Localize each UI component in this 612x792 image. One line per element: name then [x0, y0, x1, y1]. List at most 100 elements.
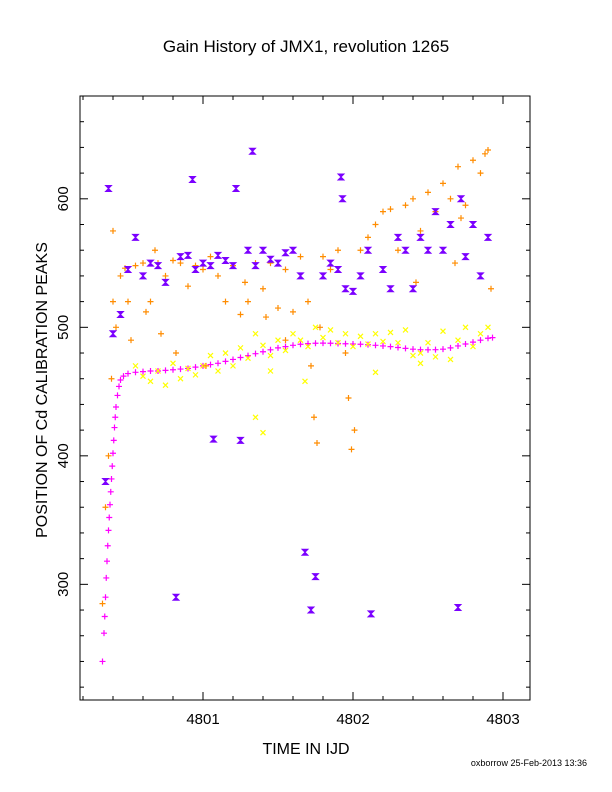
- data-point: [335, 339, 341, 346]
- data-point: [438, 246, 448, 254]
- data-point: [417, 346, 424, 353]
- data-point: [311, 573, 320, 581]
- axis-tick-labels: 4801 4802 4803 300 400 500 600: [55, 186, 520, 728]
- x-tick-label: 4803: [486, 711, 519, 728]
- data-point: [248, 147, 257, 155]
- data-point: [258, 246, 268, 254]
- data-point: [155, 368, 161, 374]
- data-point: [482, 150, 488, 157]
- data-point: [117, 272, 124, 279]
- data-point: [447, 195, 454, 202]
- data-point: [120, 373, 127, 380]
- data-point: [306, 606, 316, 614]
- data-point: [333, 265, 343, 273]
- data-point: [104, 185, 113, 193]
- data-point: [104, 558, 110, 565]
- data-point: [108, 330, 118, 338]
- data-points: [99, 146, 496, 665]
- data-point: [290, 342, 296, 349]
- data-point: [401, 246, 410, 254]
- data-point: [395, 339, 401, 346]
- data-point: [192, 364, 199, 371]
- data-point: [237, 311, 244, 318]
- data-point: [431, 208, 440, 216]
- data-point: [103, 574, 110, 581]
- data-point: [109, 463, 116, 470]
- data-point: [410, 346, 416, 353]
- data-point: [363, 246, 373, 254]
- data-point: [357, 341, 364, 348]
- data-point: [101, 630, 107, 637]
- data-point: [348, 446, 355, 453]
- data-point: [245, 298, 251, 305]
- data-point: [131, 233, 140, 241]
- data-point: [108, 375, 115, 382]
- data-point: [380, 342, 386, 349]
- data-point: [171, 593, 181, 601]
- data-point: [177, 260, 184, 267]
- data-point: [176, 253, 185, 261]
- data-point: [477, 170, 484, 177]
- data-point: [387, 329, 394, 336]
- data-point: [116, 310, 125, 318]
- data-point: [365, 341, 371, 347]
- data-point: [488, 285, 494, 292]
- data-point: [113, 324, 119, 331]
- data-point: [245, 355, 251, 362]
- data-point: [243, 246, 253, 254]
- data-point: [138, 272, 148, 280]
- data-point: [107, 501, 113, 508]
- data-point: [297, 337, 304, 344]
- data-point: [470, 343, 476, 350]
- data-point: [366, 610, 376, 618]
- data-point: [282, 347, 289, 354]
- data-point: [462, 341, 469, 348]
- data-point: [387, 206, 394, 213]
- data-point: [341, 285, 350, 293]
- data-point: [213, 251, 223, 259]
- data-point: [342, 330, 349, 337]
- data-point: [416, 233, 425, 241]
- data-point: [317, 324, 323, 331]
- data-point: [140, 260, 146, 267]
- data-point: [456, 195, 466, 203]
- data-point: [483, 233, 493, 241]
- data-point: [290, 330, 296, 337]
- data-point: [453, 603, 463, 611]
- data-point: [237, 354, 244, 361]
- data-point: [117, 377, 124, 384]
- plot-frame: [79, 95, 531, 701]
- data-point: [393, 233, 403, 241]
- data-point: [198, 259, 208, 267]
- data-point: [297, 253, 304, 260]
- data-point: [312, 340, 319, 347]
- y-tick-label: 600: [55, 186, 72, 211]
- data-point: [228, 262, 238, 270]
- data-point: [267, 346, 274, 353]
- data-point: [147, 368, 154, 375]
- data-point: [267, 368, 274, 374]
- data-point: [440, 328, 446, 335]
- data-point: [183, 251, 193, 259]
- data-point: [413, 279, 419, 286]
- data-point: [161, 278, 170, 286]
- data-point: [162, 382, 169, 389]
- data-point: [215, 368, 221, 374]
- data-point: [477, 330, 484, 337]
- data-point: [461, 253, 470, 261]
- data-point: [423, 246, 433, 254]
- data-point: [140, 368, 146, 375]
- data-point: [305, 340, 311, 347]
- data-point: [476, 272, 485, 280]
- y-tick-label: 500: [55, 315, 72, 340]
- data-point: [458, 215, 464, 222]
- data-point: [267, 352, 274, 359]
- data-point: [252, 350, 259, 357]
- data-point: [102, 504, 109, 511]
- data-point: [273, 259, 283, 267]
- axis-ticks: [80, 96, 530, 700]
- data-point: [125, 370, 131, 377]
- data-point: [152, 247, 158, 254]
- data-point: [108, 475, 115, 482]
